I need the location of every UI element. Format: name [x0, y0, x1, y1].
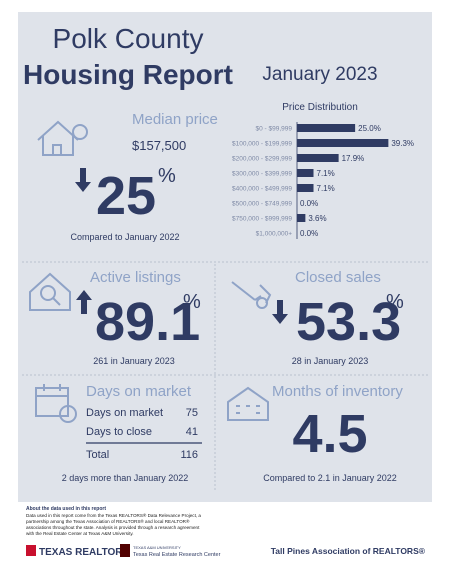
total-value: 116	[180, 449, 198, 461]
value-label: 0.0%	[300, 199, 318, 208]
heading: Days on market	[86, 383, 192, 400]
building-icon	[227, 386, 269, 421]
note: 2 days more than January 2022	[62, 473, 189, 483]
logo-realtors: TEXAS REALTORS	[39, 547, 130, 558]
row-value: 75	[186, 407, 198, 419]
county: Polk County	[53, 23, 204, 54]
bar	[297, 154, 339, 162]
row-value: 41	[186, 426, 198, 438]
panel	[18, 12, 432, 502]
note: 261 in January 2023	[93, 356, 175, 366]
up-arrow	[76, 290, 92, 314]
value-label: 17.9%	[342, 154, 365, 163]
house-icon	[37, 120, 88, 156]
period: January 2023	[262, 64, 377, 85]
note: Compared to 2.1 in January 2022	[263, 473, 397, 483]
note: 28 in January 2023	[292, 356, 369, 366]
bar	[297, 184, 314, 192]
value-label: 25.0%	[358, 124, 381, 133]
bar-label: $0 - $99,999	[255, 126, 292, 133]
bar-label: $500,000 - $749,999	[232, 201, 292, 208]
bar	[297, 139, 389, 147]
row-label: Days to close	[86, 426, 152, 438]
bar-label: $400,000 - $499,999	[232, 186, 292, 193]
bar-label: $750,000 - $999,999	[232, 216, 292, 223]
about-text: with the Real Estate Center at Texas A&M…	[26, 531, 134, 536]
search-icon	[29, 272, 71, 311]
calendar-icon	[35, 384, 77, 423]
bar-label: $200,000 - $299,999	[232, 156, 292, 163]
inventory-value: 4.5	[292, 404, 367, 464]
total-label: Total	[86, 449, 109, 461]
logo-mark	[26, 545, 36, 556]
unit: %	[158, 165, 176, 187]
keys-icon	[231, 281, 272, 309]
row-label: Days on market	[86, 407, 163, 419]
change: 53.3	[296, 292, 401, 352]
bar-label: $1,000,000+	[256, 231, 293, 238]
chart-title: Price Distribution	[282, 102, 358, 113]
about-text: partnership among the Texas Association …	[26, 518, 190, 524]
down-arrow	[75, 168, 91, 192]
association: Tall Pines Association of REALTORS®	[271, 546, 426, 556]
bar-label: $100,000 - $199,999	[232, 141, 292, 148]
change: 25	[96, 166, 156, 226]
logo-mark	[120, 544, 130, 557]
about-text: Data used in this report come from the T…	[26, 512, 201, 518]
median-value: $157,500	[132, 138, 186, 153]
value-label: 3.6%	[308, 214, 326, 223]
bar	[297, 169, 314, 177]
change: 89.1	[95, 292, 200, 352]
price-chart: $0 - $99,999 25.0% $100,000 - $199,999 39.3…	[232, 122, 414, 239]
about-text: associations throughout the state. Analy…	[26, 525, 200, 530]
value-label: 39.3%	[391, 139, 414, 148]
note: Compared to January 2022	[70, 232, 179, 242]
heading: Months of inventory	[272, 383, 403, 400]
logo-center: Texas Real Estate Research Center	[133, 552, 221, 558]
down-arrow	[272, 300, 288, 324]
bar	[297, 214, 306, 222]
value-label: 0.0%	[300, 229, 318, 238]
heading: Active listings	[90, 269, 181, 286]
heading: Closed sales	[295, 269, 381, 286]
unit: %	[183, 291, 201, 313]
heading: Median price	[132, 111, 218, 128]
value-label: 7.1%	[317, 169, 335, 178]
about-title: About the data used in this report	[26, 506, 106, 512]
logo-university: TEXAS A&M UNIVERSITY	[133, 545, 181, 550]
value-label: 7.1%	[317, 184, 335, 193]
title: Housing Report	[23, 59, 233, 90]
unit: %	[386, 291, 404, 313]
bar-label: $300,000 - $399,999	[232, 171, 292, 178]
bar	[297, 124, 356, 132]
